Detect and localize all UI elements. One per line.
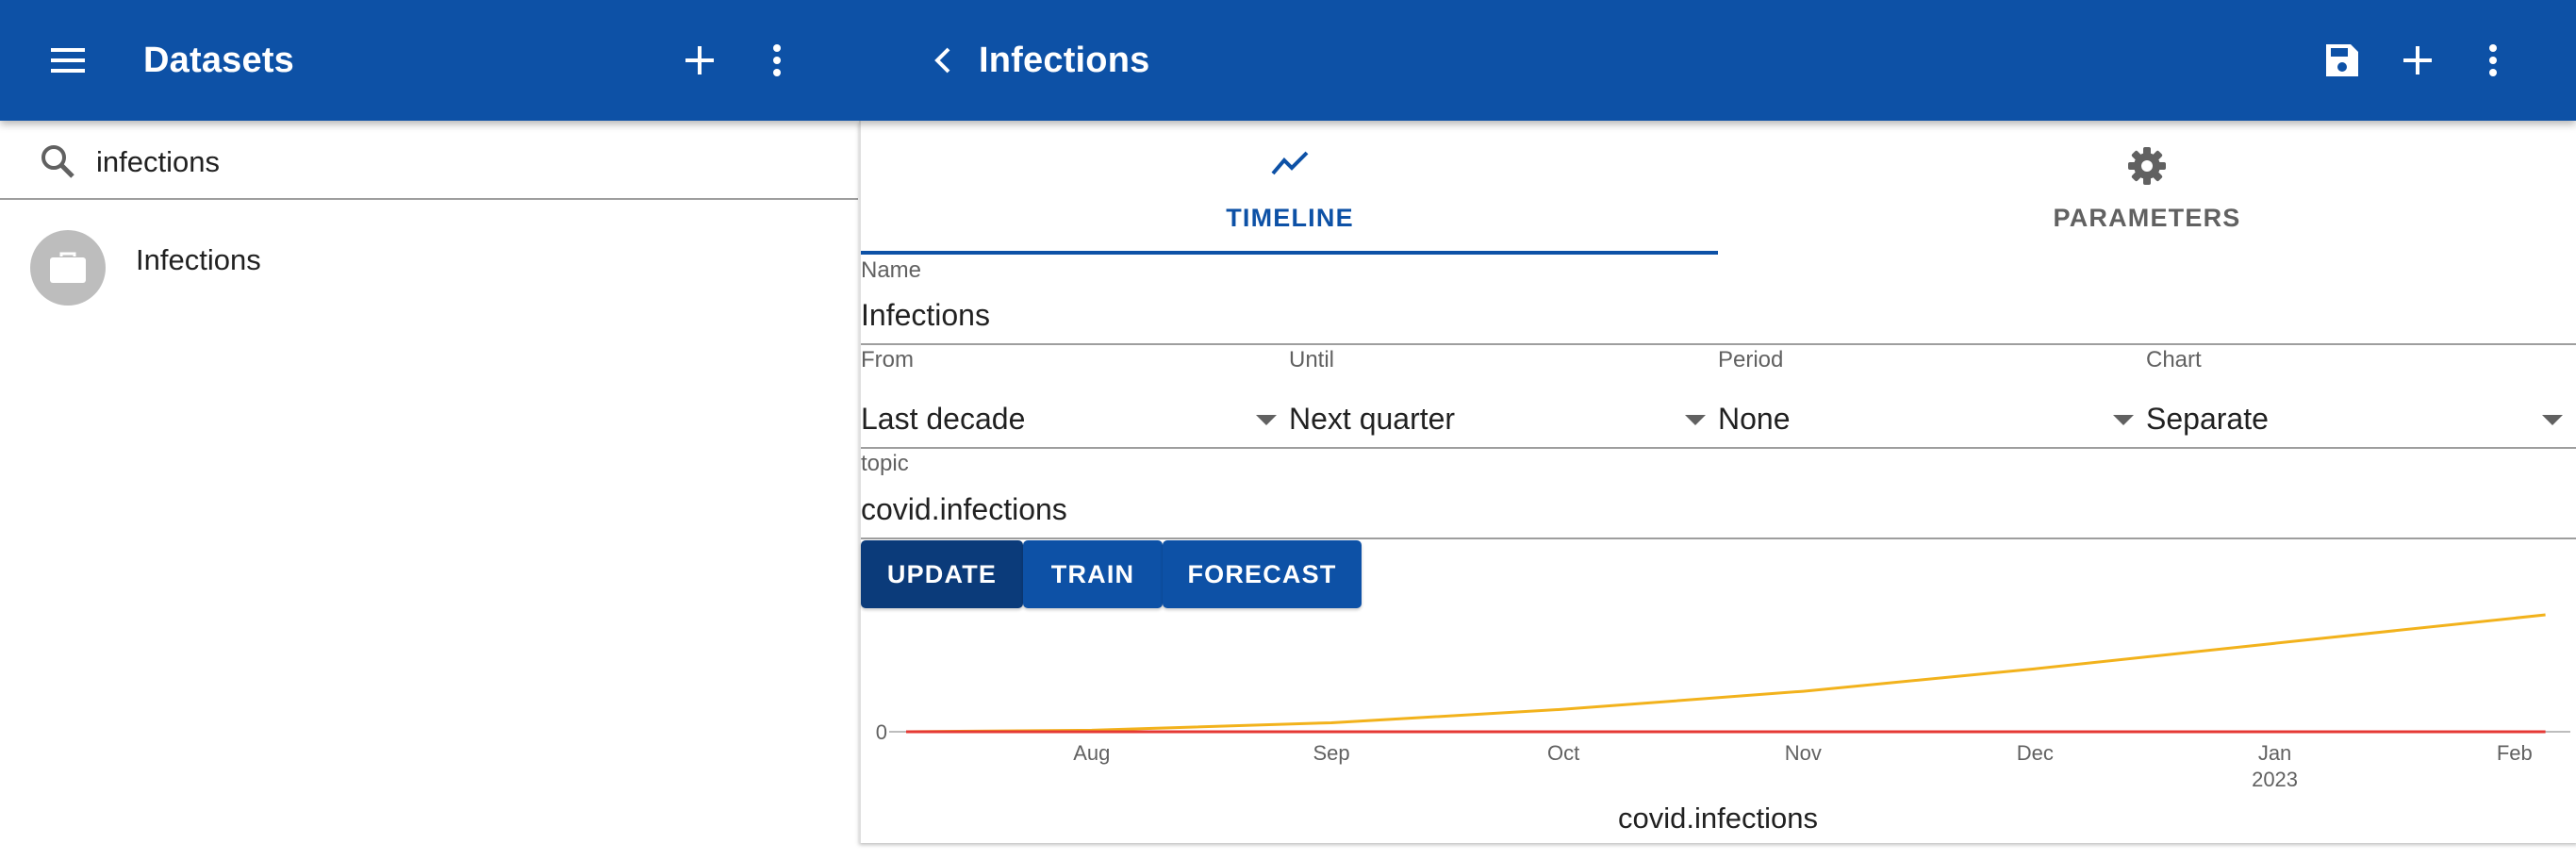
chart-underline: [2134, 447, 2576, 449]
topic-label: topic: [861, 451, 909, 476]
name-label: Name: [861, 257, 922, 283]
search-bar: [0, 121, 858, 200]
tab-timeline-label: TIMELINE: [1226, 204, 1354, 232]
chart-title: covid.infections: [1618, 802, 1818, 835]
chart-value[interactable]: Separate: [2146, 402, 2269, 436]
chevron-down-icon[interactable]: [1256, 415, 1277, 425]
search-input[interactable]: [96, 140, 832, 185]
x-tick-sublabel: 2023: [2252, 768, 2298, 791]
plus-icon[interactable]: [2395, 38, 2440, 83]
save-icon[interactable]: [2320, 38, 2365, 83]
plus-icon[interactable]: [677, 38, 722, 83]
more-vert-icon[interactable]: [2470, 38, 2516, 83]
period-underline: [1705, 447, 2134, 449]
menu-icon[interactable]: [41, 38, 94, 83]
from-underline: [861, 447, 1276, 449]
app-bar: Datasets Infections: [0, 0, 2576, 121]
tab-indicator: [861, 251, 1718, 255]
train-button[interactable]: TRAIN: [1023, 540, 1163, 608]
x-tick-label: Nov: [1785, 741, 1822, 765]
tab-timeline[interactable]: TIMELINE: [861, 121, 1719, 255]
from-value[interactable]: Last decade: [861, 402, 1026, 436]
avatar: [30, 230, 106, 306]
name-underline: [861, 343, 2576, 345]
datasets-title: Datasets: [143, 41, 295, 80]
x-tick-label: Sep: [1313, 741, 1349, 765]
list-item[interactable]: Infections: [0, 219, 858, 317]
period-label: Period: [1718, 347, 1784, 372]
x-tick-label: Dec: [2017, 741, 2054, 765]
chart-label: Chart: [2146, 347, 2202, 372]
x-tick-label: Jan: [2258, 741, 2291, 765]
dataset-detail-panel: [859, 121, 2576, 843]
show-chart-icon: [861, 145, 1719, 187]
series-line: [905, 613, 2546, 734]
period-value[interactable]: None: [1718, 402, 1791, 436]
tab-parameters-label: PARAMETERS: [2053, 204, 2241, 232]
chevron-down-icon[interactable]: [2113, 415, 2134, 425]
tab-parameters[interactable]: PARAMETERS: [1718, 121, 2576, 255]
forecast-button[interactable]: FORECAST: [1163, 540, 1362, 608]
from-label: From: [861, 347, 914, 372]
chevron-down-icon[interactable]: [2542, 415, 2563, 425]
topic-value[interactable]: covid.infections: [861, 492, 1067, 526]
until-label: Until: [1289, 347, 1335, 372]
more-vert-icon[interactable]: [754, 38, 800, 83]
infections-title: Infections: [979, 41, 1150, 80]
y-tick-label: 0: [876, 720, 887, 744]
x-tick-label: Feb: [2497, 741, 2533, 765]
update-button[interactable]: UPDATE: [861, 540, 1023, 608]
chevron-left-icon[interactable]: [920, 38, 966, 83]
gear-icon: [1718, 145, 2576, 187]
search-icon: [38, 141, 77, 181]
topic-underline: [861, 538, 2576, 539]
until-value[interactable]: Next quarter: [1289, 402, 1456, 436]
x-tick-label: Oct: [1547, 741, 1579, 765]
until-underline: [1276, 447, 1705, 449]
briefcase-icon: [50, 252, 86, 283]
list-item-label: Infections: [136, 243, 261, 276]
x-tick-label: Aug: [1073, 741, 1110, 765]
chevron-down-icon[interactable]: [1685, 415, 1706, 425]
name-value[interactable]: Infections: [861, 298, 990, 332]
timeline-chart: 0 Aug Sep Oct Nov Dec Jan 2023 Feb covid.infectio…: [876, 613, 2570, 835]
